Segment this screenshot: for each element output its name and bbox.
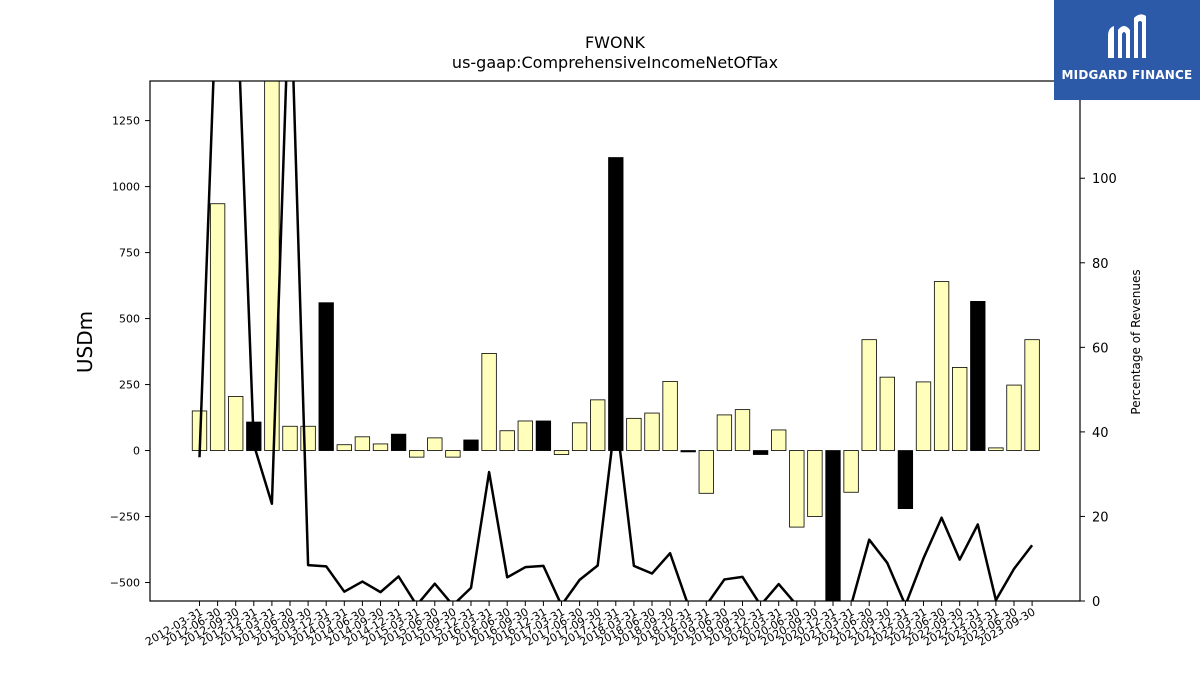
left-tick-label: −500: [110, 577, 140, 590]
bar-2015-06-30: [427, 437, 443, 451]
bar-2018-12-31: [680, 450, 696, 453]
chart-title: FWONK: [585, 33, 646, 52]
chart-subtitle: us-gaap:ComprehensiveIncomeNetOfTax: [452, 53, 778, 72]
right-tick-label: 0: [1092, 595, 1100, 610]
line-layer: [198, 81, 1034, 601]
left-tick-label: 1250: [112, 115, 140, 128]
bar-2019-09-30: [734, 409, 751, 451]
x-axis: 2012-03-312012-06-302012-09-302012-12-31…: [143, 601, 1038, 649]
bar-2020-09-30: [807, 450, 823, 517]
right-tick-label: 60: [1092, 341, 1109, 356]
left-tick-label: −250: [110, 511, 140, 524]
bar-2018-09-30: [662, 380, 678, 451]
bar-2020-06-30: [789, 450, 805, 528]
brand-logo: MIDGARD FINANCE: [1054, 0, 1200, 100]
bar-2021-12-31: [897, 450, 914, 510]
right-tick-label: 40: [1092, 426, 1109, 441]
percentage-of-revenues-line: [198, 81, 1034, 601]
bar-2019-12-31: [752, 450, 769, 455]
bar-2023-09-30: [1024, 339, 1040, 451]
bar-2017-12-31: [608, 157, 624, 451]
left-tick-label: 250: [119, 379, 140, 392]
bar-2012-06-30: [209, 203, 226, 451]
bar-2012-09-30: [228, 396, 244, 451]
bar-2016-03-31: [481, 353, 497, 451]
right-tick-label: 20: [1092, 510, 1109, 525]
bar-2019-03-31: [698, 450, 714, 494]
left-tick-label: 0: [133, 445, 140, 458]
y-axis-label-left: USDm: [73, 311, 97, 373]
bar-2018-06-30: [644, 412, 660, 451]
bar-2022-12-31: [970, 301, 986, 451]
bar-2018-03-31: [626, 417, 642, 451]
bar-2014-03-31: [336, 444, 352, 451]
right-tick-label: 80: [1092, 257, 1109, 272]
left-tick-label: 1000: [112, 181, 140, 194]
bar-2021-09-30: [879, 376, 895, 451]
plot-frame: [149, 80, 1081, 602]
bar-2021-03-31: [843, 450, 859, 493]
midgard-m-logo-icon: [1108, 14, 1146, 58]
bars-layer: [191, 81, 1040, 601]
bar-2013-03-31: [264, 81, 280, 451]
bar-2023-03-31: [988, 447, 1004, 451]
y-axis-label-right: Percentage of Revenues: [1129, 269, 1143, 414]
bar-2016-12-31: [535, 420, 552, 451]
bar-2020-03-31: [771, 429, 787, 451]
right-tick-label: 100: [1092, 172, 1117, 187]
bar-2023-06-30: [1006, 384, 1022, 451]
brand-name: MIDGARD FINANCE: [1061, 68, 1193, 82]
left-tick-label: 750: [119, 247, 140, 260]
bar-2015-09-30: [445, 450, 461, 458]
bar-2017-06-30: [571, 422, 588, 451]
left-tick-label: 500: [119, 313, 140, 326]
bar-2014-06-30: [354, 436, 371, 451]
bar-2021-06-30: [861, 339, 877, 451]
bar-2014-09-30: [372, 443, 389, 451]
left-y-axis: −500 −250 0 250 500 750 1000 1250: [110, 115, 150, 590]
bar-2013-06-30: [282, 425, 298, 451]
bar-2016-06-30: [499, 430, 515, 451]
bar-2017-09-30: [590, 399, 606, 451]
bar-2019-06-30: [716, 414, 733, 451]
bar-2022-09-30: [952, 366, 968, 451]
bar-2017-03-31: [553, 450, 570, 455]
bar-2022-06-30: [933, 281, 950, 451]
bar-2015-12-31: [463, 439, 479, 451]
bar-2015-03-31: [409, 450, 425, 458]
bar-2022-03-31: [915, 381, 932, 451]
bar-2016-09-30: [517, 420, 533, 451]
bar-2013-12-31: [318, 302, 334, 451]
right-y-axis: 0 20 40 60 80 100: [1080, 172, 1117, 610]
bar-2020-12-31: [825, 450, 841, 601]
bar-2014-12-31: [390, 433, 407, 451]
